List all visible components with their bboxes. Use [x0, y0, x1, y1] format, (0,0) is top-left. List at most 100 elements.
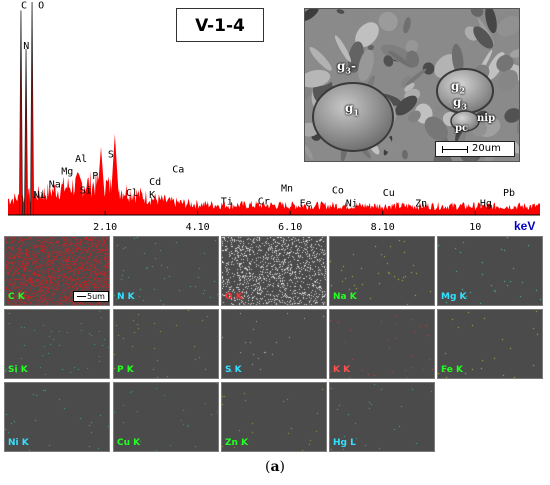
- element-map-si-k: Si K: [4, 309, 110, 379]
- grain-g3: [450, 110, 480, 132]
- peak-label-ca: Ca: [172, 164, 184, 175]
- sem-particle: [516, 115, 519, 135]
- sem-particle: [406, 50, 420, 68]
- sem-particle: [451, 43, 464, 75]
- element-map-s-k: S K: [221, 309, 327, 379]
- element-map-mg-k: Mg K: [437, 236, 543, 306]
- sem-particle: [305, 69, 331, 88]
- sem-particle: [404, 83, 415, 92]
- peak-label-cu: Cu: [383, 188, 395, 199]
- grain-label-g3-left: g3-: [337, 59, 356, 76]
- element-map-cu-k: Cu K: [113, 382, 219, 452]
- element-map-label: Ni K: [8, 438, 29, 448]
- peak-si-7: [85, 189, 92, 215]
- x-tick-label: 8.10: [371, 222, 395, 232]
- map-scale-bar: 5um: [73, 291, 109, 302]
- sem-particle: [485, 9, 497, 34]
- peak-na-4: [53, 202, 60, 215]
- x-tick-label: 2.10: [93, 222, 117, 232]
- sem-particle: [408, 110, 421, 123]
- sem-particle: [508, 64, 519, 85]
- element-map-dots: [330, 237, 434, 305]
- element-map-dots: [330, 310, 434, 378]
- peak-ni-19: [351, 210, 358, 215]
- peak-label-n: N: [23, 41, 29, 52]
- sem-particle: [405, 39, 419, 54]
- sem-particle: [496, 54, 514, 72]
- element-map-k-k: K K: [329, 309, 435, 379]
- peak-label-cr: Cr: [258, 196, 270, 207]
- element-map-label: P K: [117, 365, 134, 375]
- sem-particle: [504, 108, 519, 123]
- element-map-dots: [438, 237, 542, 305]
- peak-label-s: S: [108, 149, 114, 160]
- grain-g1: [312, 82, 394, 152]
- element-map-label: K K: [333, 365, 351, 375]
- sem-particle: [509, 48, 519, 58]
- sem-particle: [355, 22, 379, 48]
- peak-label-c: C: [21, 0, 27, 11]
- peak-label-ni: Ni: [346, 198, 358, 209]
- sem-particle: [401, 149, 408, 160]
- element-map-dots: [222, 310, 326, 378]
- element-map-label: Si K: [8, 365, 28, 375]
- x-tick-label: 6.10: [278, 222, 302, 232]
- sem-texture: [305, 9, 519, 161]
- element-map-dots: [438, 310, 542, 378]
- sem-particle: [309, 46, 332, 71]
- peak-ti-14: [213, 210, 220, 215]
- sem-particle: [334, 35, 352, 63]
- peak-label-na: Na: [49, 179, 61, 190]
- sem-particle: [400, 75, 412, 88]
- sem-particle: [358, 49, 374, 82]
- sem-particle: [383, 55, 394, 67]
- x-tick-label: 10: [469, 222, 481, 232]
- peak-n-2: [24, 48, 28, 216]
- peak-label-al: Al: [75, 154, 87, 165]
- element-map-label: Na K: [333, 292, 357, 302]
- peak-p-8: [95, 146, 106, 215]
- figure-caption: (a): [264, 459, 285, 475]
- sem-particle: [405, 68, 427, 86]
- element-map-p-k: P K: [113, 309, 219, 379]
- element-map-label: S K: [225, 365, 242, 375]
- x-tick-label: 4.10: [186, 222, 210, 232]
- peak-s-9: [109, 134, 120, 215]
- grain-label-pc: pc: [455, 123, 469, 134]
- peak-label-cd: Cd: [149, 177, 161, 188]
- sem-particle: [470, 9, 484, 17]
- peak-label-mg: Mg: [61, 167, 73, 178]
- peak-co-18: [325, 210, 332, 215]
- peak-label-ni: Ni: [33, 190, 45, 201]
- sem-particle: [305, 144, 313, 160]
- element-map-label: O K: [225, 292, 243, 302]
- peak-al-6: [73, 193, 80, 215]
- peak-label-fe: Fe: [299, 198, 311, 209]
- element-map-label: Fe K: [441, 365, 463, 375]
- peak-label-zn: Zn: [415, 198, 427, 209]
- peak-cd-12: [149, 206, 156, 215]
- element-map-dots: [5, 310, 109, 378]
- sem-particle: [497, 15, 519, 37]
- sem-particle: [424, 116, 448, 141]
- sem-particle: [403, 17, 411, 34]
- peak-zn-21: [404, 210, 411, 215]
- peak-label-p: P: [92, 171, 98, 182]
- grain-label-g2: g2: [451, 79, 465, 96]
- peak-label-o: O: [38, 0, 44, 11]
- peak-cu-20: [377, 210, 384, 215]
- element-map-na-k: Na K: [329, 236, 435, 306]
- sem-scale-bar: 20um: [435, 141, 515, 157]
- peak-ni-3: [44, 202, 51, 215]
- element-map-zn-k: Zn K: [221, 382, 327, 452]
- peak-label-pb: Pb: [503, 188, 515, 199]
- peak-o-1: [30, 1, 34, 216]
- element-map-label: Cu K: [117, 438, 141, 448]
- element-map-dots: [222, 383, 326, 451]
- grain-label-g1: g1: [345, 101, 359, 118]
- grain-label-nip: nip: [477, 113, 496, 124]
- sem-particle: [388, 50, 413, 68]
- sem-particle: [475, 110, 487, 119]
- x-axis-label: keV: [514, 219, 535, 232]
